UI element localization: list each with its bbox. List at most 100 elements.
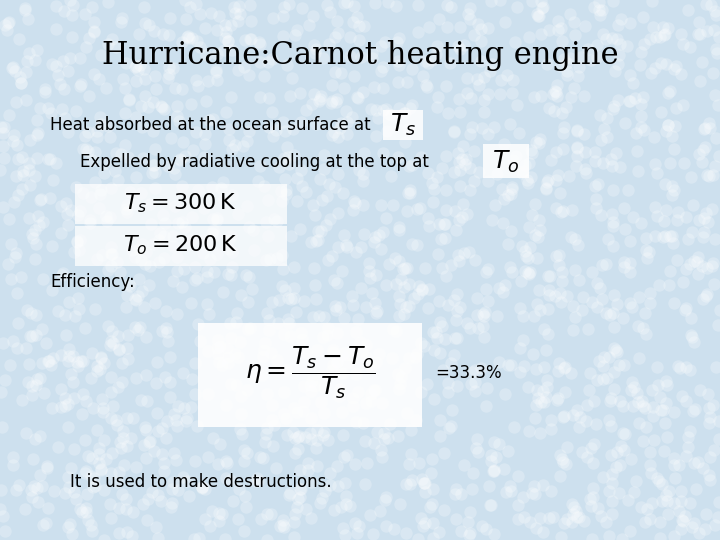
Point — [53, 307, 64, 315]
Point — [123, 95, 135, 104]
Point — [246, 285, 258, 293]
Point — [30, 225, 41, 234]
Point — [642, 505, 653, 514]
Point — [454, 108, 465, 117]
Point — [171, 422, 183, 430]
Point — [285, 295, 297, 303]
Point — [678, 39, 689, 48]
Point — [335, 369, 346, 378]
Point — [225, 334, 236, 342]
Point — [171, 252, 183, 261]
Point — [491, 311, 503, 320]
Point — [618, 446, 630, 454]
Point — [359, 148, 370, 157]
Point — [253, 177, 264, 185]
Point — [133, 245, 145, 253]
Point — [207, 183, 218, 192]
Point — [91, 127, 103, 136]
Point — [266, 416, 277, 424]
Point — [644, 514, 656, 523]
Point — [10, 98, 22, 107]
Point — [112, 477, 123, 486]
Point — [288, 533, 300, 540]
Point — [45, 155, 56, 164]
Point — [506, 88, 518, 97]
Point — [307, 377, 318, 386]
Point — [211, 344, 222, 353]
Point — [312, 227, 323, 235]
Point — [608, 102, 619, 110]
Point — [90, 178, 102, 187]
Point — [105, 249, 117, 258]
Point — [375, 67, 387, 76]
Point — [672, 207, 683, 216]
Point — [714, 498, 720, 507]
Point — [597, 375, 608, 384]
Point — [635, 218, 647, 227]
Point — [659, 418, 670, 427]
Point — [480, 307, 491, 316]
Point — [7, 337, 19, 346]
Point — [339, 531, 351, 539]
Point — [139, 422, 150, 431]
Point — [482, 296, 494, 305]
Point — [526, 173, 537, 181]
Point — [404, 104, 415, 112]
Point — [693, 150, 704, 158]
Point — [487, 437, 499, 446]
Point — [392, 153, 404, 161]
Point — [34, 221, 45, 230]
Point — [296, 4, 307, 12]
Point — [277, 118, 289, 126]
Point — [240, 449, 252, 458]
Point — [231, 308, 243, 317]
Point — [179, 0, 191, 5]
Point — [685, 498, 696, 507]
Point — [12, 319, 24, 327]
Point — [336, 69, 347, 78]
Point — [618, 204, 630, 213]
Point — [57, 105, 68, 113]
Point — [150, 144, 161, 153]
Point — [379, 492, 391, 501]
Point — [706, 262, 718, 271]
Point — [150, 523, 162, 532]
Point — [404, 185, 415, 194]
Point — [644, 299, 656, 307]
Point — [289, 294, 300, 302]
Point — [19, 505, 31, 514]
Point — [411, 350, 423, 359]
Point — [194, 43, 206, 51]
Point — [307, 201, 319, 210]
Point — [637, 93, 649, 102]
Point — [148, 161, 160, 170]
Point — [608, 222, 619, 231]
Point — [31, 46, 42, 55]
Point — [381, 127, 392, 136]
Point — [442, 388, 454, 397]
Point — [207, 115, 219, 124]
Point — [50, 24, 62, 33]
Point — [472, 294, 483, 303]
Point — [114, 18, 126, 26]
Point — [552, 80, 563, 89]
Point — [678, 517, 689, 525]
Point — [697, 295, 708, 303]
Point — [96, 394, 107, 403]
Point — [287, 428, 298, 436]
Point — [325, 481, 336, 490]
Point — [535, 92, 546, 100]
Point — [639, 39, 650, 48]
Point — [232, 353, 243, 361]
Point — [130, 463, 141, 471]
Point — [467, 368, 478, 376]
Point — [591, 40, 603, 49]
Point — [393, 257, 405, 266]
Point — [393, 226, 405, 234]
Point — [296, 182, 307, 191]
Point — [393, 33, 405, 42]
Point — [639, 517, 651, 526]
Point — [132, 66, 144, 75]
Point — [52, 442, 63, 451]
Point — [566, 368, 577, 377]
